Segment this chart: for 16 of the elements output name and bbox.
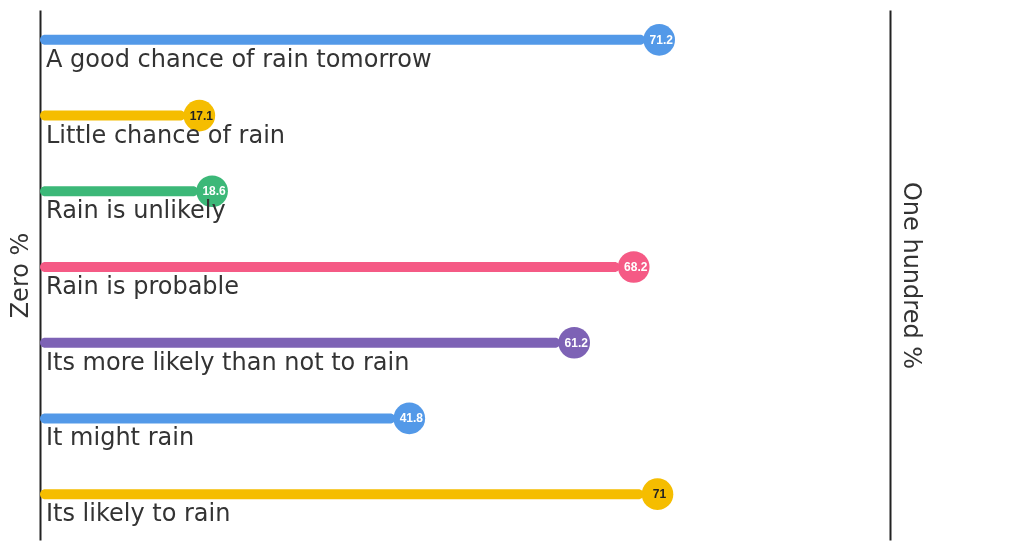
y-tick-label: Little chance of rain (46, 120, 286, 149)
y-tick-label: A good chance of rain tomorrow (46, 44, 432, 73)
data-label: 18.6 (202, 184, 227, 199)
data-label: 68.2 (624, 260, 648, 274)
y-tick-label: It might rain (46, 423, 195, 452)
data-label: 71 (652, 487, 667, 502)
y-tick-label: Rain is probable (46, 272, 240, 300)
y-tick-label: Rain is unlikely (46, 196, 226, 225)
data-label: 61.2 (564, 335, 589, 350)
data-label: 17.1 (189, 108, 214, 123)
data-label: 41.8 (399, 411, 424, 426)
data-label: 71.2 (649, 32, 674, 47)
y-tick-label: Its likely to rain (46, 499, 231, 528)
y-tick-label: Its more likely than not to rain (46, 347, 410, 376)
y2-axis-title: One hundred % (897, 181, 926, 370)
y-axis-title: Zero % (5, 232, 34, 319)
